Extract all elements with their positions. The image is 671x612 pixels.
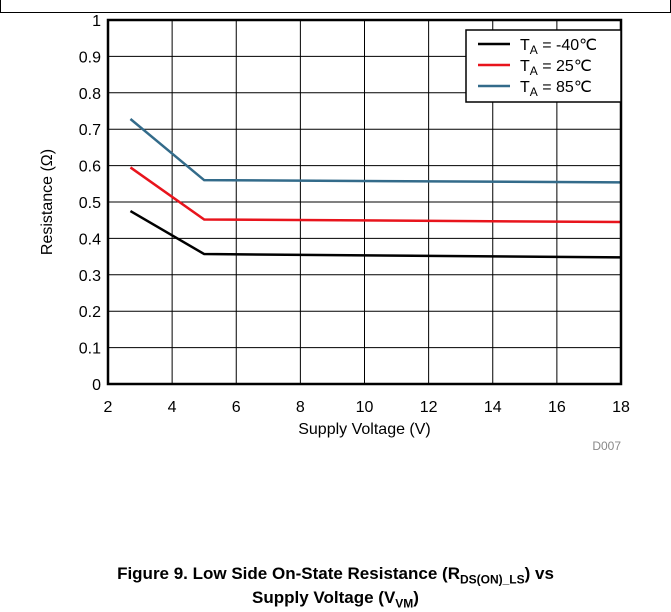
y-axis-title: Resistance (Ω) bbox=[39, 149, 56, 255]
x-tick-label: 12 bbox=[420, 399, 438, 416]
y-tick-label: 0.4 bbox=[79, 231, 101, 248]
y-tick-label: 1 bbox=[92, 13, 101, 30]
resistance-chart: 2 4 6 8 10 12 14 16 18 0 0.1 0.2 0.3 0.4 0.5 0.6 0.7 0.8… bbox=[39, 13, 630, 453]
figure-caption-line-1: Figure 9. Low Side On-State Resistance (… bbox=[0, 564, 671, 586]
legend-entry: TA = 25℃ bbox=[520, 58, 592, 78]
caption-suffix: ) vs bbox=[524, 564, 554, 583]
legend-entry: TA = -40℃ bbox=[520, 37, 597, 57]
caption-suffix-2: ) bbox=[413, 588, 419, 607]
series-layer bbox=[129, 118, 622, 259]
caption-prefix: Figure 9. Low Side On-State Resistance (… bbox=[117, 564, 460, 583]
series-line bbox=[129, 118, 622, 184]
x-axis-title: Supply Voltage (V) bbox=[298, 421, 431, 438]
caption-subscript-2: VM bbox=[395, 596, 414, 611]
x-tick-label: 8 bbox=[296, 399, 305, 416]
y-tick-label: 0.6 bbox=[79, 159, 101, 176]
x-tick-label: 10 bbox=[356, 399, 374, 416]
y-tick-label: 0.8 bbox=[79, 86, 101, 103]
y-tick-label: 0 bbox=[92, 377, 101, 394]
x-tick-label: 14 bbox=[484, 399, 502, 416]
y-tick-label: 0.3 bbox=[79, 268, 101, 285]
y-tick-label: 0.9 bbox=[79, 49, 101, 66]
y-tick-label: 0.1 bbox=[79, 341, 101, 358]
x-tick-labels: 2 4 6 8 10 12 14 16 18 bbox=[104, 399, 630, 416]
figure-caption-line-2: Supply Voltage (VVM) bbox=[0, 588, 671, 610]
y-tick-labels: 0 0.1 0.2 0.3 0.4 0.5 0.6 0.7 0.8 0.9 1 bbox=[79, 13, 101, 394]
y-tick-label: 0.7 bbox=[79, 122, 101, 139]
series-line bbox=[129, 210, 622, 259]
x-tick-label: 2 bbox=[104, 399, 113, 416]
caption-prefix-2: Supply Voltage (V bbox=[252, 588, 396, 607]
x-tick-label: 6 bbox=[232, 399, 241, 416]
y-tick-label: 0.2 bbox=[79, 304, 101, 321]
x-tick-label: 16 bbox=[548, 399, 566, 416]
legend: TA = -40℃TA = 25℃TA = 85℃ bbox=[465, 29, 622, 103]
caption-subscript: DS(ON)_LS bbox=[459, 572, 525, 587]
legend-entry: TA = 85℃ bbox=[520, 79, 592, 99]
plot-border bbox=[106, 18, 623, 386]
x-tick-label: 18 bbox=[612, 399, 630, 416]
series-line bbox=[129, 166, 622, 224]
x-tick-label: 4 bbox=[168, 399, 177, 416]
figure-code: D007 bbox=[592, 439, 621, 453]
y-tick-label: 0.5 bbox=[79, 195, 101, 212]
